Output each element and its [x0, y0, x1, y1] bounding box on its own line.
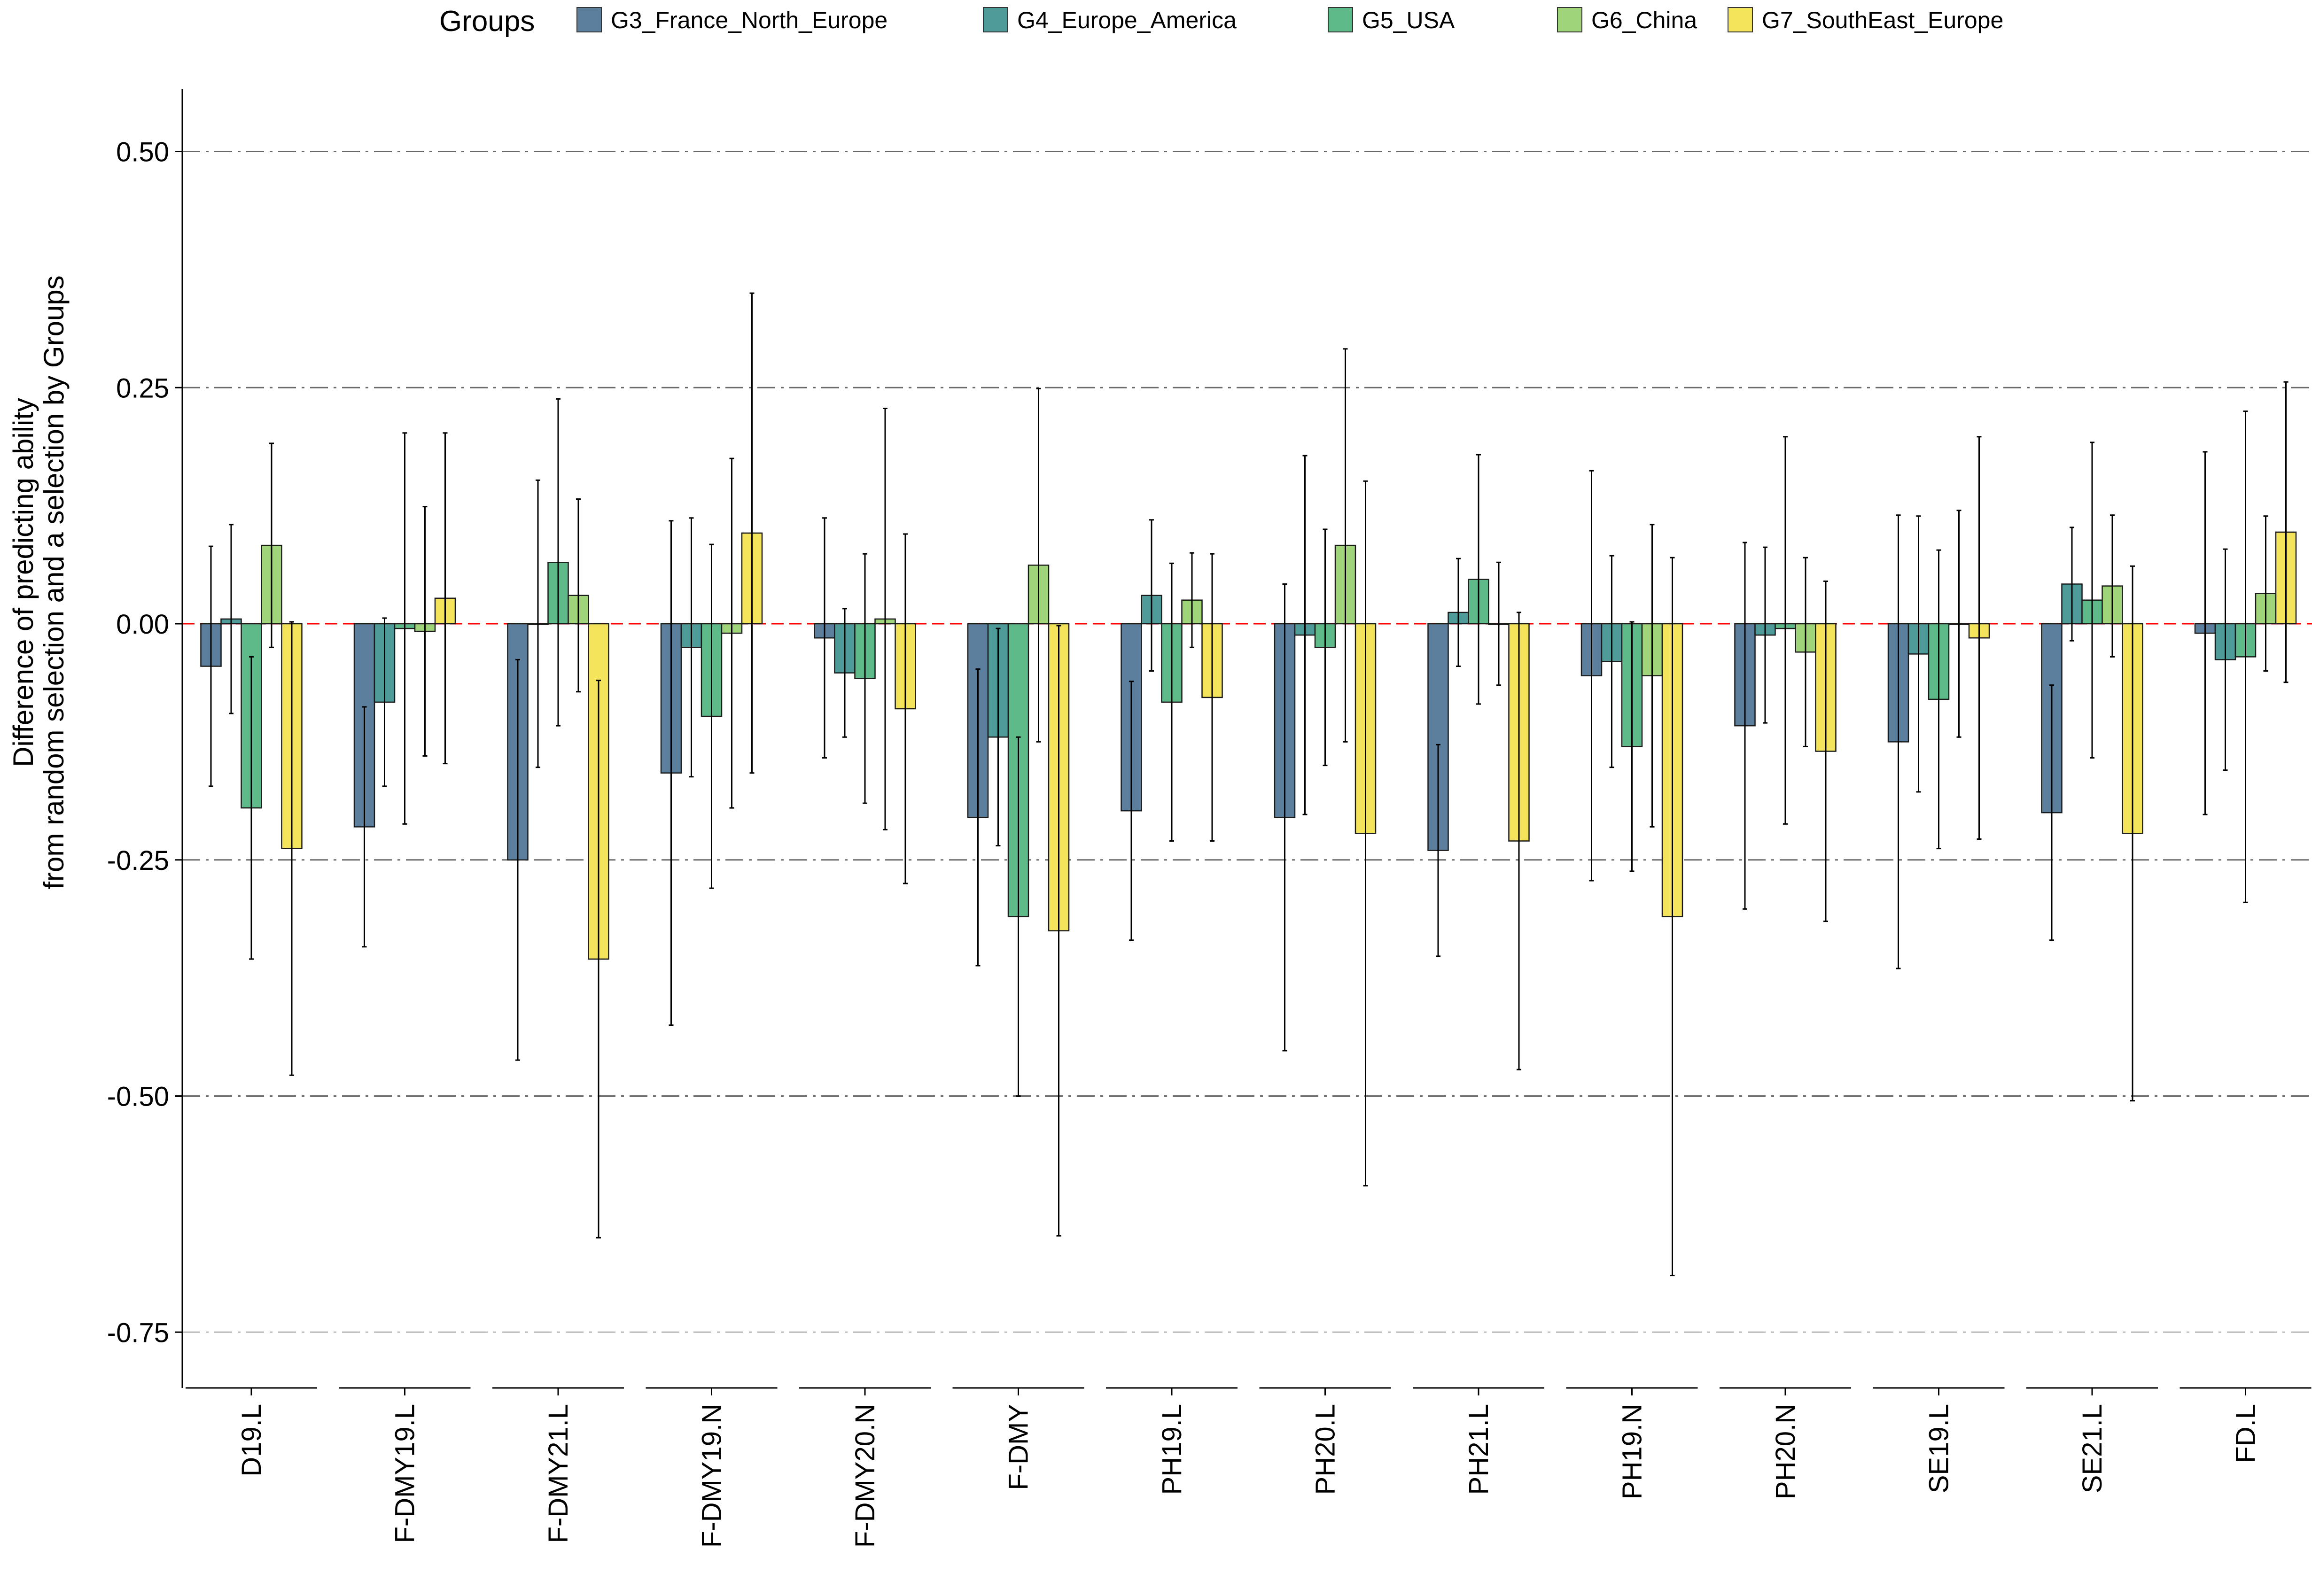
- legend-swatch-5: [1728, 7, 1753, 32]
- legend-label-2: G4_Europe_America: [1017, 7, 1237, 33]
- legend-swatch-3: [1328, 7, 1353, 32]
- x-tick-label-F-DMY20.N: F-DMY20.N: [850, 1404, 880, 1548]
- y-tick-label-2: 0.25: [116, 373, 169, 403]
- y-tick-label-6: -0.75: [107, 1317, 169, 1348]
- error-bars: [209, 292, 2289, 1277]
- x-tick-label-PH19.L: PH19.L: [1157, 1404, 1187, 1495]
- x-tick-label-F-DMY21.L: F-DMY21.L: [543, 1404, 574, 1543]
- legend-label-5: G7_SouthEast_Europe: [1762, 7, 2003, 33]
- legend-title: Groups: [439, 5, 535, 38]
- x-tick-label-PH20.N: PH20.N: [1770, 1404, 1801, 1499]
- x-tick-label-F-DMY: F-DMY: [1004, 1404, 1034, 1490]
- legend-label-1: G3_France_North_Europe: [611, 7, 887, 33]
- y-tick-label-4: -0.25: [107, 845, 169, 876]
- x-tick-label-F-DMY19.L: F-DMY19.L: [390, 1404, 420, 1543]
- y-tick-label-1: 0.50: [116, 137, 169, 168]
- x-tick-label-SE21.L: SE21.L: [2077, 1404, 2108, 1493]
- y-tick-label-5: -0.50: [107, 1082, 169, 1112]
- x-tick-label-PH21.L: PH21.L: [1463, 1404, 1494, 1495]
- legend-swatch-1: [576, 7, 602, 32]
- x-tick-label-SE19.L: SE19.L: [1924, 1404, 1954, 1493]
- x-tick-label-F-DMY19.N: F-DMY19.N: [697, 1404, 727, 1548]
- legend-swatch-4: [1557, 7, 1582, 32]
- x-tick-label-FD.L: FD.L: [2231, 1404, 2261, 1463]
- x-tick-label-PH19.N: PH19.N: [1617, 1404, 1648, 1499]
- y-axis-label-line-2: from random selection and a selection by…: [38, 275, 70, 889]
- y-axis-label-line-1: Difference of predicting ability: [8, 398, 39, 767]
- gridlines: [182, 151, 2312, 1333]
- bars: [200, 531, 2297, 960]
- y-axis-ticks: 0.50 0.25 0.00 -0.25 -0.50 -0.75: [107, 89, 183, 1388]
- x-tick-label-D19.L: D19.L: [236, 1404, 267, 1477]
- legend: Groups G3_France_North_Europe G4_Europe_A…: [439, 5, 2003, 38]
- legend-swatch-2: [983, 7, 1008, 32]
- x-axis: D19.L F-DMY19.L F-DMY21.L F-DMY19.N F-DMY20.…: [186, 1387, 2312, 1548]
- legend-label-4: G6_China: [1591, 7, 1697, 33]
- x-tick-label-PH20.L: PH20.L: [1310, 1404, 1341, 1495]
- legend-label-3: G5_USA: [1362, 7, 1455, 33]
- y-tick-label-3: 0.00: [116, 609, 169, 640]
